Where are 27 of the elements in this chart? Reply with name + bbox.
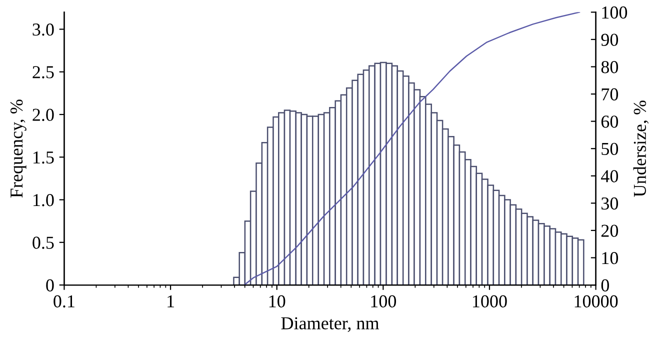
y2-tick-label: 10 bbox=[602, 252, 618, 264]
x-tick-label: 1 bbox=[168, 295, 174, 308]
y2-tick-label: 30 bbox=[602, 197, 618, 210]
y2-tick-label: 70 bbox=[602, 88, 618, 100]
y2-tick-label: 90 bbox=[601, 34, 618, 46]
x-tick-label: 0.1 bbox=[54, 295, 74, 308]
y-tick-label: 2.0 bbox=[32, 108, 54, 122]
y2-tick-label: 20 bbox=[601, 224, 618, 237]
y2-axis-title: Undersize, % bbox=[633, 100, 649, 197]
x-tick-label: 10 bbox=[269, 295, 286, 308]
y-tick-label: 3.0 bbox=[32, 23, 54, 36]
x-tick-label: 100 bbox=[371, 295, 396, 308]
x-tick-label: 10000 bbox=[574, 295, 618, 308]
y-tick-label: 1.5 bbox=[34, 151, 54, 164]
y2-tick-label: 100 bbox=[602, 6, 628, 19]
y-tick-label: 0.5 bbox=[32, 236, 54, 249]
y-axis-title: Frequency, % bbox=[10, 100, 26, 198]
y-tick-label: 2.5 bbox=[32, 66, 54, 78]
x-axis-title: Diameter, nm bbox=[281, 317, 379, 332]
y2-tick-label: 80 bbox=[601, 61, 618, 74]
y-tick-label: 1.0 bbox=[34, 194, 54, 206]
y2-tick-label: 40 bbox=[601, 170, 618, 182]
y-tick-label: 0 bbox=[46, 279, 54, 292]
y2-tick-label: 0 bbox=[601, 279, 609, 292]
y2-tick-label: 60 bbox=[601, 116, 618, 128]
y2-tick-label: 50 bbox=[602, 142, 618, 156]
x-tick-label: 1000 bbox=[473, 295, 507, 308]
